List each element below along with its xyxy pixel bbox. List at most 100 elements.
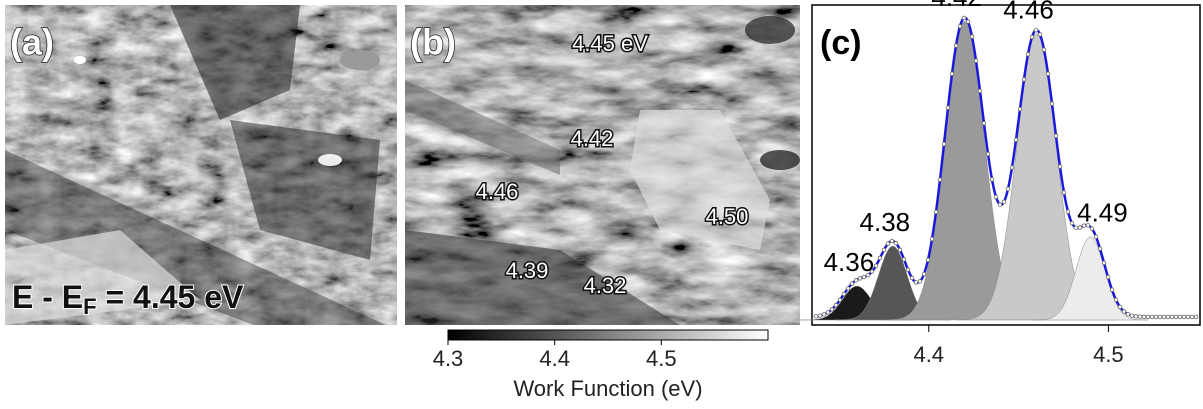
data-point [909,275,915,281]
data-point [949,71,955,76]
data-point [1113,297,1119,302]
annotation: 4.50 [706,204,749,229]
energy-value: = 4.45 eV [97,279,244,315]
data-point [833,302,839,308]
data-point [1081,223,1087,228]
panel-label: (a) [10,22,54,63]
annotation: 4.39 [506,258,549,283]
data-point [985,151,991,157]
peak-label: 4.38 [860,207,911,237]
data-point [837,297,843,303]
data-point [1089,226,1095,231]
data-point [821,312,827,317]
data-point [845,286,851,291]
data-point [1053,133,1059,139]
data-point [1125,311,1131,317]
tick-label: 4.4 [539,346,570,371]
data-point [905,267,911,272]
data-point [869,269,875,274]
data-point [857,276,863,281]
data-point [921,271,927,277]
colorbar [447,329,769,341]
data-point [817,313,823,318]
data-point [897,247,903,253]
data-point [1045,71,1051,76]
data-point [961,15,967,21]
data-point [1001,199,1007,205]
data-point [849,281,855,286]
data-point [825,310,831,315]
data-point [997,202,1003,207]
data-point [989,177,995,182]
peak-label: 4.46 [1003,0,1054,24]
data-point [1017,106,1023,112]
x-tick-label: 4.5 [1093,342,1124,367]
data-point [1065,209,1071,214]
data-point [881,247,887,253]
data-point [1021,77,1027,82]
annotation: 4.45 eV [572,31,648,56]
tick-label: 4.3 [433,346,464,371]
x-tick-label: 4.4 [913,342,944,367]
colorbar-label: Work Function (eV) [513,376,702,401]
data-point [957,24,963,29]
data-point [853,278,859,283]
data-point [1069,220,1075,226]
data-point [977,88,983,94]
data-point [1165,314,1171,320]
data-point [929,236,935,242]
data-point [945,105,951,110]
annotation: 4.32 [584,273,627,298]
data-point [1013,137,1019,142]
data-point [1177,314,1183,320]
data-point [1129,313,1135,318]
data-point [829,307,835,312]
data-point [981,121,987,126]
energy-label: E - EF = 4.45 eV [12,279,244,318]
data-point [1109,287,1115,292]
image-b [405,5,800,325]
peak-label: 4.42 [931,0,982,12]
data-point [1037,32,1043,37]
data-point [1189,314,1195,320]
data-point [1145,314,1151,320]
data-point [1153,314,1159,320]
data-point [1117,304,1123,310]
data-point [993,194,999,200]
data-point [1025,52,1031,57]
data-point [925,257,931,263]
annotation: 4.46 [476,179,519,204]
data-point [1009,165,1015,170]
data-point [1005,186,1011,192]
data-point [1057,164,1063,169]
data-point [1077,225,1083,230]
data-point [1181,314,1187,320]
data-point [841,291,847,297]
data-point [1137,314,1143,319]
data-point [1029,34,1035,40]
data-point [885,241,891,246]
data-point [1121,309,1127,314]
data-point [1093,234,1099,239]
data-point [933,209,939,215]
data-point [1149,314,1155,320]
data-point [1173,314,1179,320]
data-point [1105,274,1111,280]
data-point [1097,246,1103,251]
data-point [1193,314,1199,320]
data-point [893,241,899,246]
peak [1032,236,1148,321]
data-point [1141,314,1147,320]
data-point [969,34,975,39]
peak-label: 4.49 [1077,198,1128,228]
data-point [1169,314,1175,320]
data-point [1185,314,1191,320]
panel-label: (b) [410,22,456,63]
data-point [1049,101,1055,106]
data-point [1161,314,1167,320]
data-point [1073,225,1079,230]
data-point [1033,27,1039,33]
data-point [813,314,819,319]
peak-label: 4.36 [824,247,875,277]
image-a [5,5,397,325]
